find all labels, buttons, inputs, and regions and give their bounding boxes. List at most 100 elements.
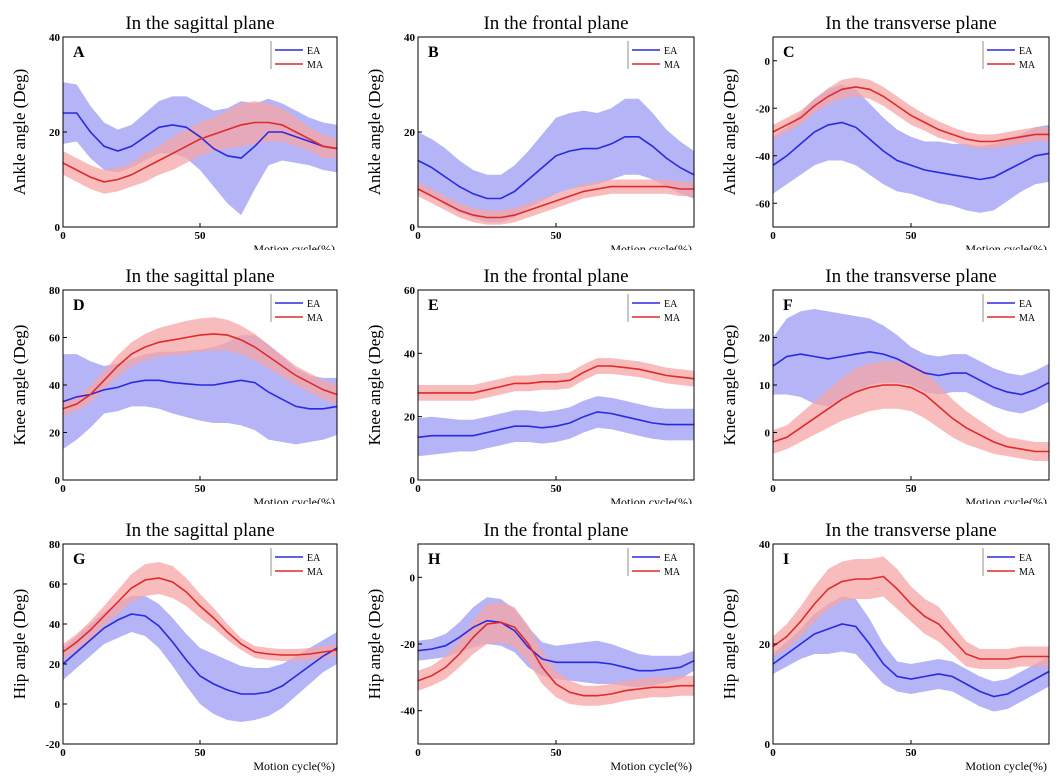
- x-tick-label: 50: [551, 483, 563, 495]
- mask-bottom: [713, 744, 1059, 776]
- x-tick-label: 0: [770, 747, 776, 759]
- mean-line-ea: [63, 112, 338, 159]
- mask-top: [713, 0, 1059, 37]
- mean-line-ma: [772, 86, 1049, 143]
- sd-band-ma: [63, 101, 337, 194]
- panel-title: In the frontal plane: [483, 13, 628, 34]
- y-tick-label: -40: [755, 151, 770, 163]
- mean-line-ma: [772, 384, 1049, 453]
- y-tick-label: 10: [759, 380, 771, 392]
- legend-label-ma: MA: [307, 567, 324, 578]
- y-tick-label: 40: [404, 32, 416, 44]
- y-tick-label: 0: [765, 428, 771, 440]
- legend-label-ma: MA: [1019, 60, 1036, 71]
- mean-line-ma: [62, 121, 338, 183]
- mean-line-ma: [62, 577, 338, 656]
- y-tick-label: 20: [404, 127, 416, 139]
- x-tick-label: 50: [195, 230, 207, 242]
- x-tick-label: 0: [60, 230, 66, 242]
- sd-band-ea: [63, 335, 337, 450]
- y-axis-label: Knee angle (Deg): [365, 325, 384, 446]
- mask-top: [3, 504, 357, 544]
- mean-line-ea: [772, 623, 1050, 698]
- y-tick-label: 0: [410, 222, 416, 234]
- legend-label-ma: MA: [1019, 567, 1036, 578]
- panel-title: In the sagittal plane: [125, 266, 274, 287]
- mean-line-ea: [417, 619, 695, 672]
- mean-line-ma: [62, 333, 338, 410]
- x-tick-label: 50: [906, 747, 918, 759]
- y-tick-label: 20: [759, 333, 771, 345]
- mask-top: [358, 250, 714, 290]
- y-tick-label: 20: [404, 412, 416, 424]
- y-axis-label: Ankle angle (Deg): [365, 69, 384, 196]
- y-axis-label: Hip angle (Deg): [365, 589, 384, 699]
- y-tick-label: 0: [55, 475, 61, 487]
- legend-label-ea: EA: [307, 553, 321, 564]
- panel-letter: I: [783, 551, 789, 568]
- y-axis-label: Knee angle (Deg): [10, 325, 29, 446]
- y-axis-label: Hip angle (Deg): [10, 589, 29, 699]
- sd-band-ma: [418, 179, 694, 225]
- panel-i: In the transverse plane 0 20 40 0 50 Motion cy…: [713, 504, 1059, 776]
- legend-label-ea: EA: [664, 299, 678, 310]
- x-tick-label: 0: [415, 483, 421, 495]
- y-tick-label: -60: [755, 198, 770, 210]
- panel-letter: B: [428, 44, 439, 61]
- sd-band-ma: [63, 562, 337, 661]
- legend-label-ma: MA: [664, 313, 681, 324]
- x-tick-label: 0: [415, 230, 421, 242]
- y-tick-label: -40: [400, 706, 415, 718]
- y-tick-label: 40: [759, 539, 771, 551]
- panel-title: In the sagittal plane: [125, 13, 274, 34]
- y-tick-label: 60: [404, 285, 416, 297]
- y-tick-label: 40: [49, 32, 61, 44]
- panel-title: In the transverse plane: [825, 13, 996, 34]
- y-axis-label: Hip angle (Deg): [720, 589, 739, 699]
- y-tick-label: 60: [49, 333, 61, 345]
- panel-title: In the frontal plane: [483, 520, 628, 541]
- panel-letter: F: [783, 297, 793, 314]
- y-tick-label: 0: [765, 56, 771, 68]
- mask-top: [3, 250, 357, 290]
- mean-line-ma: [772, 575, 1049, 660]
- y-tick-label: 0: [410, 475, 416, 487]
- mask-top: [713, 504, 1059, 544]
- sd-band-ea: [773, 84, 1049, 213]
- mean-line-ea: [417, 136, 695, 200]
- panel-title: In the transverse plane: [825, 266, 996, 287]
- legend-label-ma: MA: [307, 313, 324, 324]
- mean-line-ea: [62, 613, 338, 695]
- sd-band-ma: [773, 556, 1049, 669]
- sd-band-ma: [418, 602, 694, 706]
- mask-bottom: [358, 744, 714, 776]
- sd-band-ma: [418, 358, 694, 401]
- legend-label-ea: EA: [1019, 553, 1033, 564]
- panel-letter: H: [428, 551, 441, 568]
- legend-label-ma: MA: [664, 60, 681, 71]
- legend-label-ea: EA: [307, 299, 321, 310]
- y-tick-label: 0: [410, 572, 416, 584]
- y-axis-label: Ankle angle (Deg): [10, 69, 29, 196]
- mask-top: [713, 250, 1059, 290]
- x-tick-label: 50: [551, 230, 563, 242]
- y-tick-label: 60: [49, 579, 61, 591]
- x-tick-label: 50: [906, 230, 918, 242]
- mask-top: [358, 504, 714, 544]
- y-tick-label: -20: [755, 103, 770, 115]
- sd-band-ea: [63, 596, 337, 722]
- x-tick-label: 0: [770, 483, 776, 495]
- legend-label-ea: EA: [1019, 46, 1033, 57]
- mask-top: [3, 0, 357, 37]
- legend-label-ea: EA: [1019, 299, 1033, 310]
- sd-band-ea: [773, 596, 1049, 712]
- mean-line-ea: [417, 411, 694, 439]
- legend-label-ea: EA: [664, 553, 678, 564]
- y-tick-label: 20: [759, 639, 771, 651]
- x-tick-label: 50: [195, 747, 207, 759]
